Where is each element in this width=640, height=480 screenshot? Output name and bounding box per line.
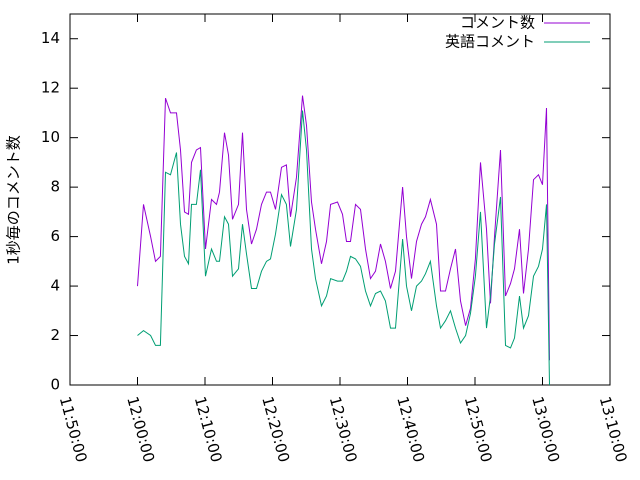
legend-label: 英語コメント xyxy=(445,33,535,51)
x-tick-label: 12:00:00 xyxy=(123,395,158,465)
y-axis-label: 1秒毎のコメント数 xyxy=(5,135,23,265)
x-tick-label: 13:00:00 xyxy=(528,395,563,465)
x-tick-label: 13:10:00 xyxy=(596,395,631,465)
series-line xyxy=(137,95,550,361)
plot-border xyxy=(69,13,611,386)
y-tick-label: 0 xyxy=(50,376,60,394)
y-tick-label: 2 xyxy=(50,326,60,344)
x-tick-label: 12:30:00 xyxy=(326,395,361,465)
y-tick-label: 12 xyxy=(41,79,60,97)
x-tick-label: 12:20:00 xyxy=(258,395,293,465)
y-tick-label: 4 xyxy=(50,277,60,295)
legend-label: コメント数 xyxy=(460,14,535,32)
y-tick-label: 10 xyxy=(41,128,60,146)
y-tick-label: 8 xyxy=(50,178,60,196)
y-tick-label: 14 xyxy=(41,29,60,47)
series-line xyxy=(137,110,550,386)
y-tick-label: 6 xyxy=(50,227,60,245)
x-tick-label: 12:50:00 xyxy=(461,395,496,465)
x-tick-label: 11:50:00 xyxy=(56,395,91,465)
x-tick-label: 12:10:00 xyxy=(191,395,226,465)
x-tick-label: 12:40:00 xyxy=(393,395,428,465)
